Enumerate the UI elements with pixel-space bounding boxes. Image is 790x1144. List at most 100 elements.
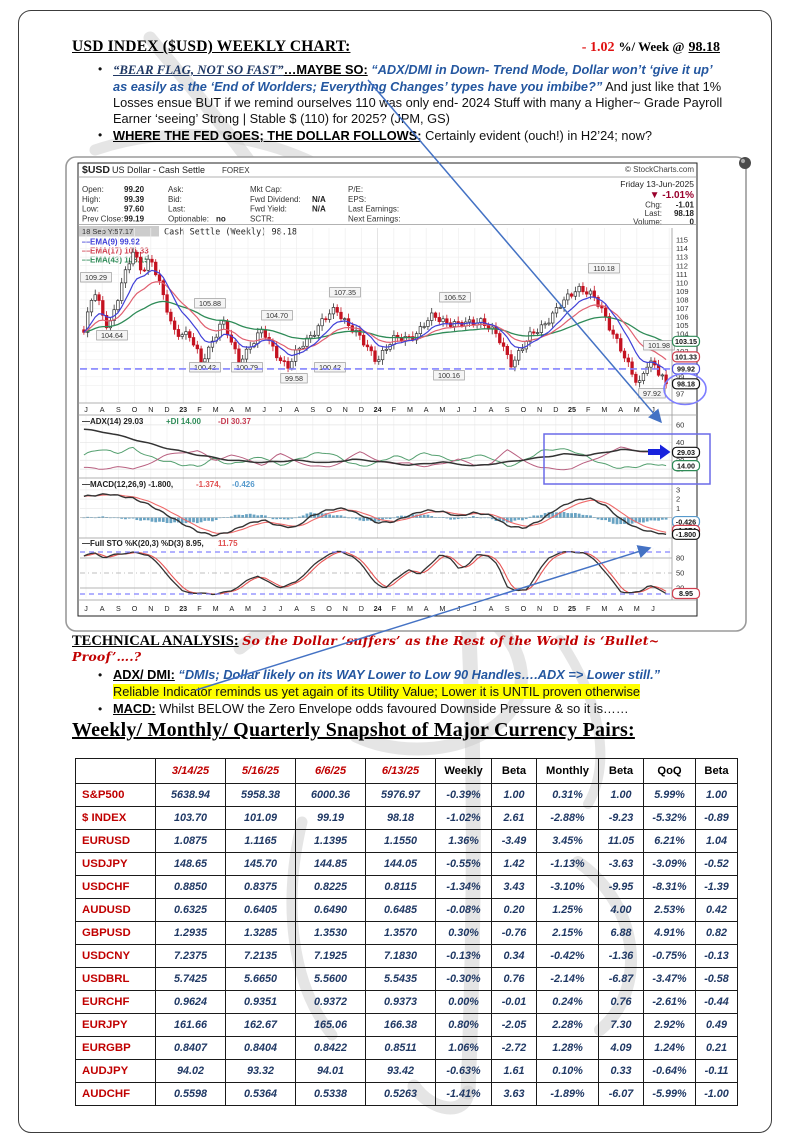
value-cell: -1.02% — [435, 806, 492, 830]
svg-text:M: M — [601, 405, 607, 414]
value-cell: 5958.38 — [225, 783, 296, 807]
svg-text:107.35: 107.35 — [334, 288, 356, 297]
svg-text:N/A: N/A — [312, 195, 326, 204]
value-cell: 161.66 — [155, 1013, 226, 1037]
column-header — [75, 758, 156, 784]
pair-label: GBPUSD — [75, 921, 156, 945]
svg-text:A: A — [229, 405, 234, 414]
svg-text:N: N — [343, 405, 348, 414]
svg-text:A: A — [424, 604, 429, 613]
value-cell: 2.15% — [536, 921, 599, 945]
value-cell: 0.5364 — [225, 1082, 296, 1106]
svg-text:J: J — [457, 604, 461, 613]
column-header: Monthly — [536, 758, 599, 784]
svg-text:Last:: Last: — [168, 205, 185, 214]
svg-text:© StockCharts.com: © StockCharts.com — [625, 165, 694, 174]
table-row: EURJPY 161.66 162.67 165.06 166.38 0.80% -2.05… — [75, 1013, 738, 1037]
table-row: USDJPY 148.65 145.70 144.85 144.05 -0.55% 1.42… — [75, 852, 738, 876]
svg-text:-DI 30.37: -DI 30.37 — [218, 417, 251, 426]
svg-text:0: 0 — [690, 218, 695, 227]
svg-text:50: 50 — [676, 569, 684, 578]
svg-text:M: M — [439, 405, 445, 414]
value-cell: 1.00 — [598, 783, 644, 807]
svg-text:40: 40 — [676, 438, 684, 447]
value-cell: 0.8375 — [225, 875, 296, 899]
value-cell: 0.5598 — [155, 1082, 226, 1106]
change-value: - 1.02 — [581, 40, 615, 55]
svg-text:A: A — [100, 604, 105, 613]
svg-text:1: 1 — [676, 504, 680, 513]
svg-text:2: 2 — [676, 495, 680, 504]
value-cell: -1.13% — [536, 852, 599, 876]
svg-text:S: S — [310, 604, 315, 613]
svg-text:108: 108 — [676, 295, 689, 304]
value-cell: 1.1165 — [225, 829, 296, 853]
value-cell: 5.99% — [643, 783, 696, 807]
value-cell: 1.1550 — [365, 829, 436, 853]
value-cell: 0.6405 — [225, 898, 296, 922]
svg-text:100.42: 100.42 — [319, 363, 341, 372]
svg-text:Mkt Cap:: Mkt Cap: — [250, 185, 282, 194]
svg-text:A: A — [489, 604, 494, 613]
bullet-bear-flag: • “BEAR FLAG, NOT SO FAST”…MAYBE SO: “AD… — [98, 62, 723, 126]
column-header: 3/14/25 — [155, 758, 226, 784]
bullet-dot: • — [98, 668, 103, 683]
svg-text:Last Earnings:: Last Earnings: — [348, 205, 399, 214]
pair-label: EURUSD — [75, 829, 156, 853]
svg-text:F: F — [392, 405, 397, 414]
value-cell: 0.82 — [695, 921, 738, 945]
svg-text:98.18: 98.18 — [677, 380, 695, 389]
commentary-bullets: • “BEAR FLAG, NOT SO FAST”…MAYBE SO: “AD… — [98, 62, 727, 145]
value-cell: 1.3570 — [365, 921, 436, 945]
value-cell: 0.8511 — [365, 1036, 436, 1060]
svg-text:—EMA(43) 103.15: —EMA(43) 103.15 — [82, 256, 149, 265]
svg-text:25: 25 — [568, 405, 576, 414]
value-cell: 165.06 — [295, 1013, 366, 1037]
svg-text:Open:: Open: — [82, 185, 104, 194]
svg-text:D: D — [359, 405, 364, 414]
value-cell: 3.45% — [536, 829, 599, 853]
value-cell: -1.34% — [435, 875, 492, 899]
value-cell: -0.76 — [491, 921, 537, 945]
value-cell: 0.5338 — [295, 1082, 366, 1106]
value-cell: 101.09 — [225, 806, 296, 830]
pair-label: $ INDEX — [75, 806, 156, 830]
value-cell: -0.64% — [643, 1059, 696, 1083]
svg-text:—Full STO %K(20,3) %D(3) 8.95,: —Full STO %K(20,3) %D(3) 8.95, — [82, 539, 204, 548]
value-cell: -3.49 — [491, 829, 537, 853]
svg-text:114: 114 — [676, 244, 688, 253]
value-cell: -0.52 — [695, 852, 738, 876]
svg-text:M: M — [245, 405, 251, 414]
value-cell: 0.20 — [491, 898, 537, 922]
value-cell: 0.21 — [695, 1036, 738, 1060]
svg-text:F: F — [197, 604, 202, 613]
value-cell: -0.08% — [435, 898, 492, 922]
svg-text:O: O — [132, 405, 138, 414]
table-row: $ INDEX 103.70 101.09 99.19 98.18 -1.02% 2.61-… — [75, 806, 738, 830]
table-row: AUDUSD 0.6325 0.6405 0.6490 0.6485 -0.08% 0.20… — [75, 898, 738, 922]
value-cell: 1.24% — [643, 1036, 696, 1060]
value-cell: 0.33 — [598, 1059, 644, 1083]
value-cell: -2.88% — [536, 806, 599, 830]
svg-text:101.98: 101.98 — [648, 341, 670, 350]
pair-label: USDJPY — [75, 852, 156, 876]
svg-text:23: 23 — [179, 604, 187, 613]
svg-text:J: J — [473, 405, 477, 414]
svg-text:106: 106 — [676, 313, 689, 322]
svg-text:High:: High: — [82, 195, 101, 204]
svg-text:D: D — [164, 405, 169, 414]
column-header: 6/13/25 — [365, 758, 436, 784]
value-cell: 0.9624 — [155, 990, 226, 1014]
change-suffix: %/ Week @ — [618, 39, 685, 54]
value-cell: 0.31% — [536, 783, 599, 807]
svg-text:11.75: 11.75 — [218, 539, 238, 548]
bullet-lead: “BEAR FLAG, NOT SO FAST” — [113, 63, 284, 77]
value-cell: -2.05 — [491, 1013, 537, 1037]
value-cell: 0.8422 — [295, 1036, 366, 1060]
svg-text:A: A — [424, 405, 429, 414]
svg-text:N: N — [148, 405, 153, 414]
value-cell: 7.30 — [598, 1013, 644, 1037]
svg-text:18 Sep Y:57.17: 18 Sep Y:57.17 — [82, 227, 133, 236]
svg-text:F: F — [586, 405, 591, 414]
